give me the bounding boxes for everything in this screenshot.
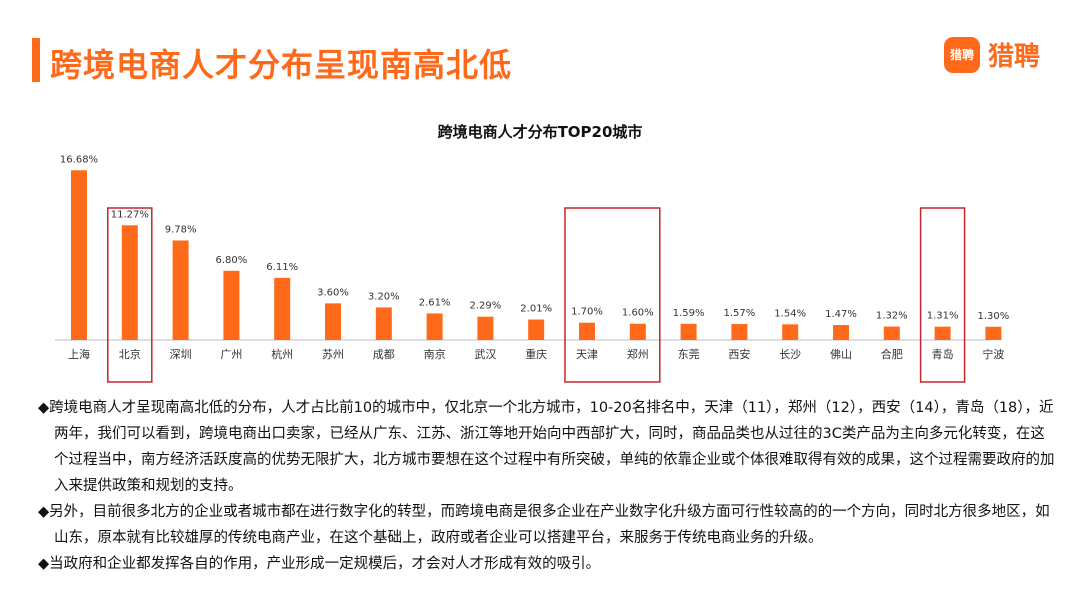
data-label: 3.60%	[317, 287, 349, 298]
data-label: 1.47%	[825, 309, 857, 320]
data-label: 6.80%	[216, 255, 248, 266]
tick-label: 长沙	[779, 348, 801, 361]
bar-2	[121, 225, 138, 340]
bar-3	[172, 240, 189, 340]
tick-label: 武汉	[474, 348, 496, 361]
bar-18	[934, 326, 951, 340]
tick-label: 成都	[373, 348, 395, 361]
tick-label: 北京	[119, 347, 141, 361]
paragraph-3: ◆当政府和企业都发挥各自的作用，产业形成一定规模后，才会对人才形成有效的吸引。	[38, 556, 601, 572]
highlight-box-1	[107, 207, 153, 383]
bar-7	[375, 307, 392, 340]
paragraph-1: ◆跨境电商人才呈现南高北低的分布，人才占比前10的城市中，仅北京一个北方城市，1…	[38, 400, 1055, 494]
data-label: 2.01%	[520, 304, 552, 315]
chart-title: 跨境电商人才分布TOP20城市	[437, 123, 643, 141]
body-text: ◆跨境电商人才呈现南高北低的分布，人才占比前10的城市中，仅北京一个北方城市，1…	[38, 395, 1058, 577]
data-label: 6.11%	[266, 262, 298, 273]
bar-5	[274, 277, 291, 340]
highlight-box-2	[564, 207, 661, 383]
data-label: 9.78%	[165, 224, 197, 235]
bar-10	[528, 319, 545, 340]
tick-label: 苏州	[322, 348, 344, 361]
data-label: 3.20%	[368, 291, 400, 302]
highlight-box-3	[919, 207, 966, 383]
tick-label: 西安	[728, 347, 750, 361]
data-label: 2.61%	[419, 297, 451, 308]
bar-13	[680, 323, 697, 340]
tick-label: 重庆	[525, 347, 547, 361]
data-label: 1.54%	[774, 308, 806, 319]
bar-14	[731, 324, 748, 340]
bar-chart: 16.68% 上海 11.27% 北京 9.78% 深圳 6.80% 广州 6.11% 杭州 3.6…	[55, 154, 1010, 383]
data-label: 1.31%	[927, 311, 959, 322]
logo-icon-text: 猎聘	[949, 48, 974, 62]
liepin-logo-icon: 猎聘	[944, 36, 980, 73]
data-label: 1.60%	[622, 308, 654, 319]
data-label: 2.29%	[470, 301, 502, 312]
liepin-logo: 猎聘 猎聘	[944, 36, 1040, 73]
bar-16	[833, 325, 849, 340]
tick-label: 郑州	[627, 347, 649, 361]
bar-15	[782, 324, 799, 340]
tick-label: 杭州	[271, 347, 293, 361]
bar-8	[426, 313, 443, 340]
tick-label: 宁波	[982, 347, 1004, 361]
bar-9	[477, 316, 494, 340]
tick-label: 合肥	[881, 347, 903, 361]
data-label: 1.59%	[673, 308, 705, 319]
data-label: 16.68%	[60, 154, 98, 165]
logo-text: 猎聘	[988, 42, 1041, 72]
tick-label: 青岛	[932, 347, 954, 361]
bar-1	[71, 170, 87, 340]
paragraph-2: ◆另外，目前很多北方的企业或者城市都在进行数字化的转型，而跨境电商是很多企业在产…	[38, 504, 1050, 546]
data-label: 1.57%	[724, 308, 756, 319]
tick-label: 上海	[68, 347, 90, 361]
title-accent-bar	[32, 38, 40, 82]
data-label: 1.32%	[876, 311, 908, 322]
tick-label: 天津	[576, 348, 598, 361]
bar-17	[883, 326, 900, 340]
bar-6	[325, 303, 341, 340]
tick-label: 南京	[424, 347, 446, 361]
data-label: 1.30%	[978, 311, 1010, 322]
bar-12	[629, 323, 646, 340]
tick-label: 深圳	[170, 348, 192, 361]
bar-19	[985, 326, 1002, 340]
tick-label: 东莞	[678, 348, 700, 361]
data-label: 11.27%	[111, 209, 149, 220]
page-title: 跨境电商人才分布呈现南高北低	[50, 46, 513, 84]
data-label: 1.70%	[571, 307, 603, 318]
bar-11	[579, 322, 595, 340]
tick-label: 佛山	[830, 348, 852, 361]
tick-label: 广州	[220, 348, 242, 361]
bar-4	[223, 270, 240, 340]
